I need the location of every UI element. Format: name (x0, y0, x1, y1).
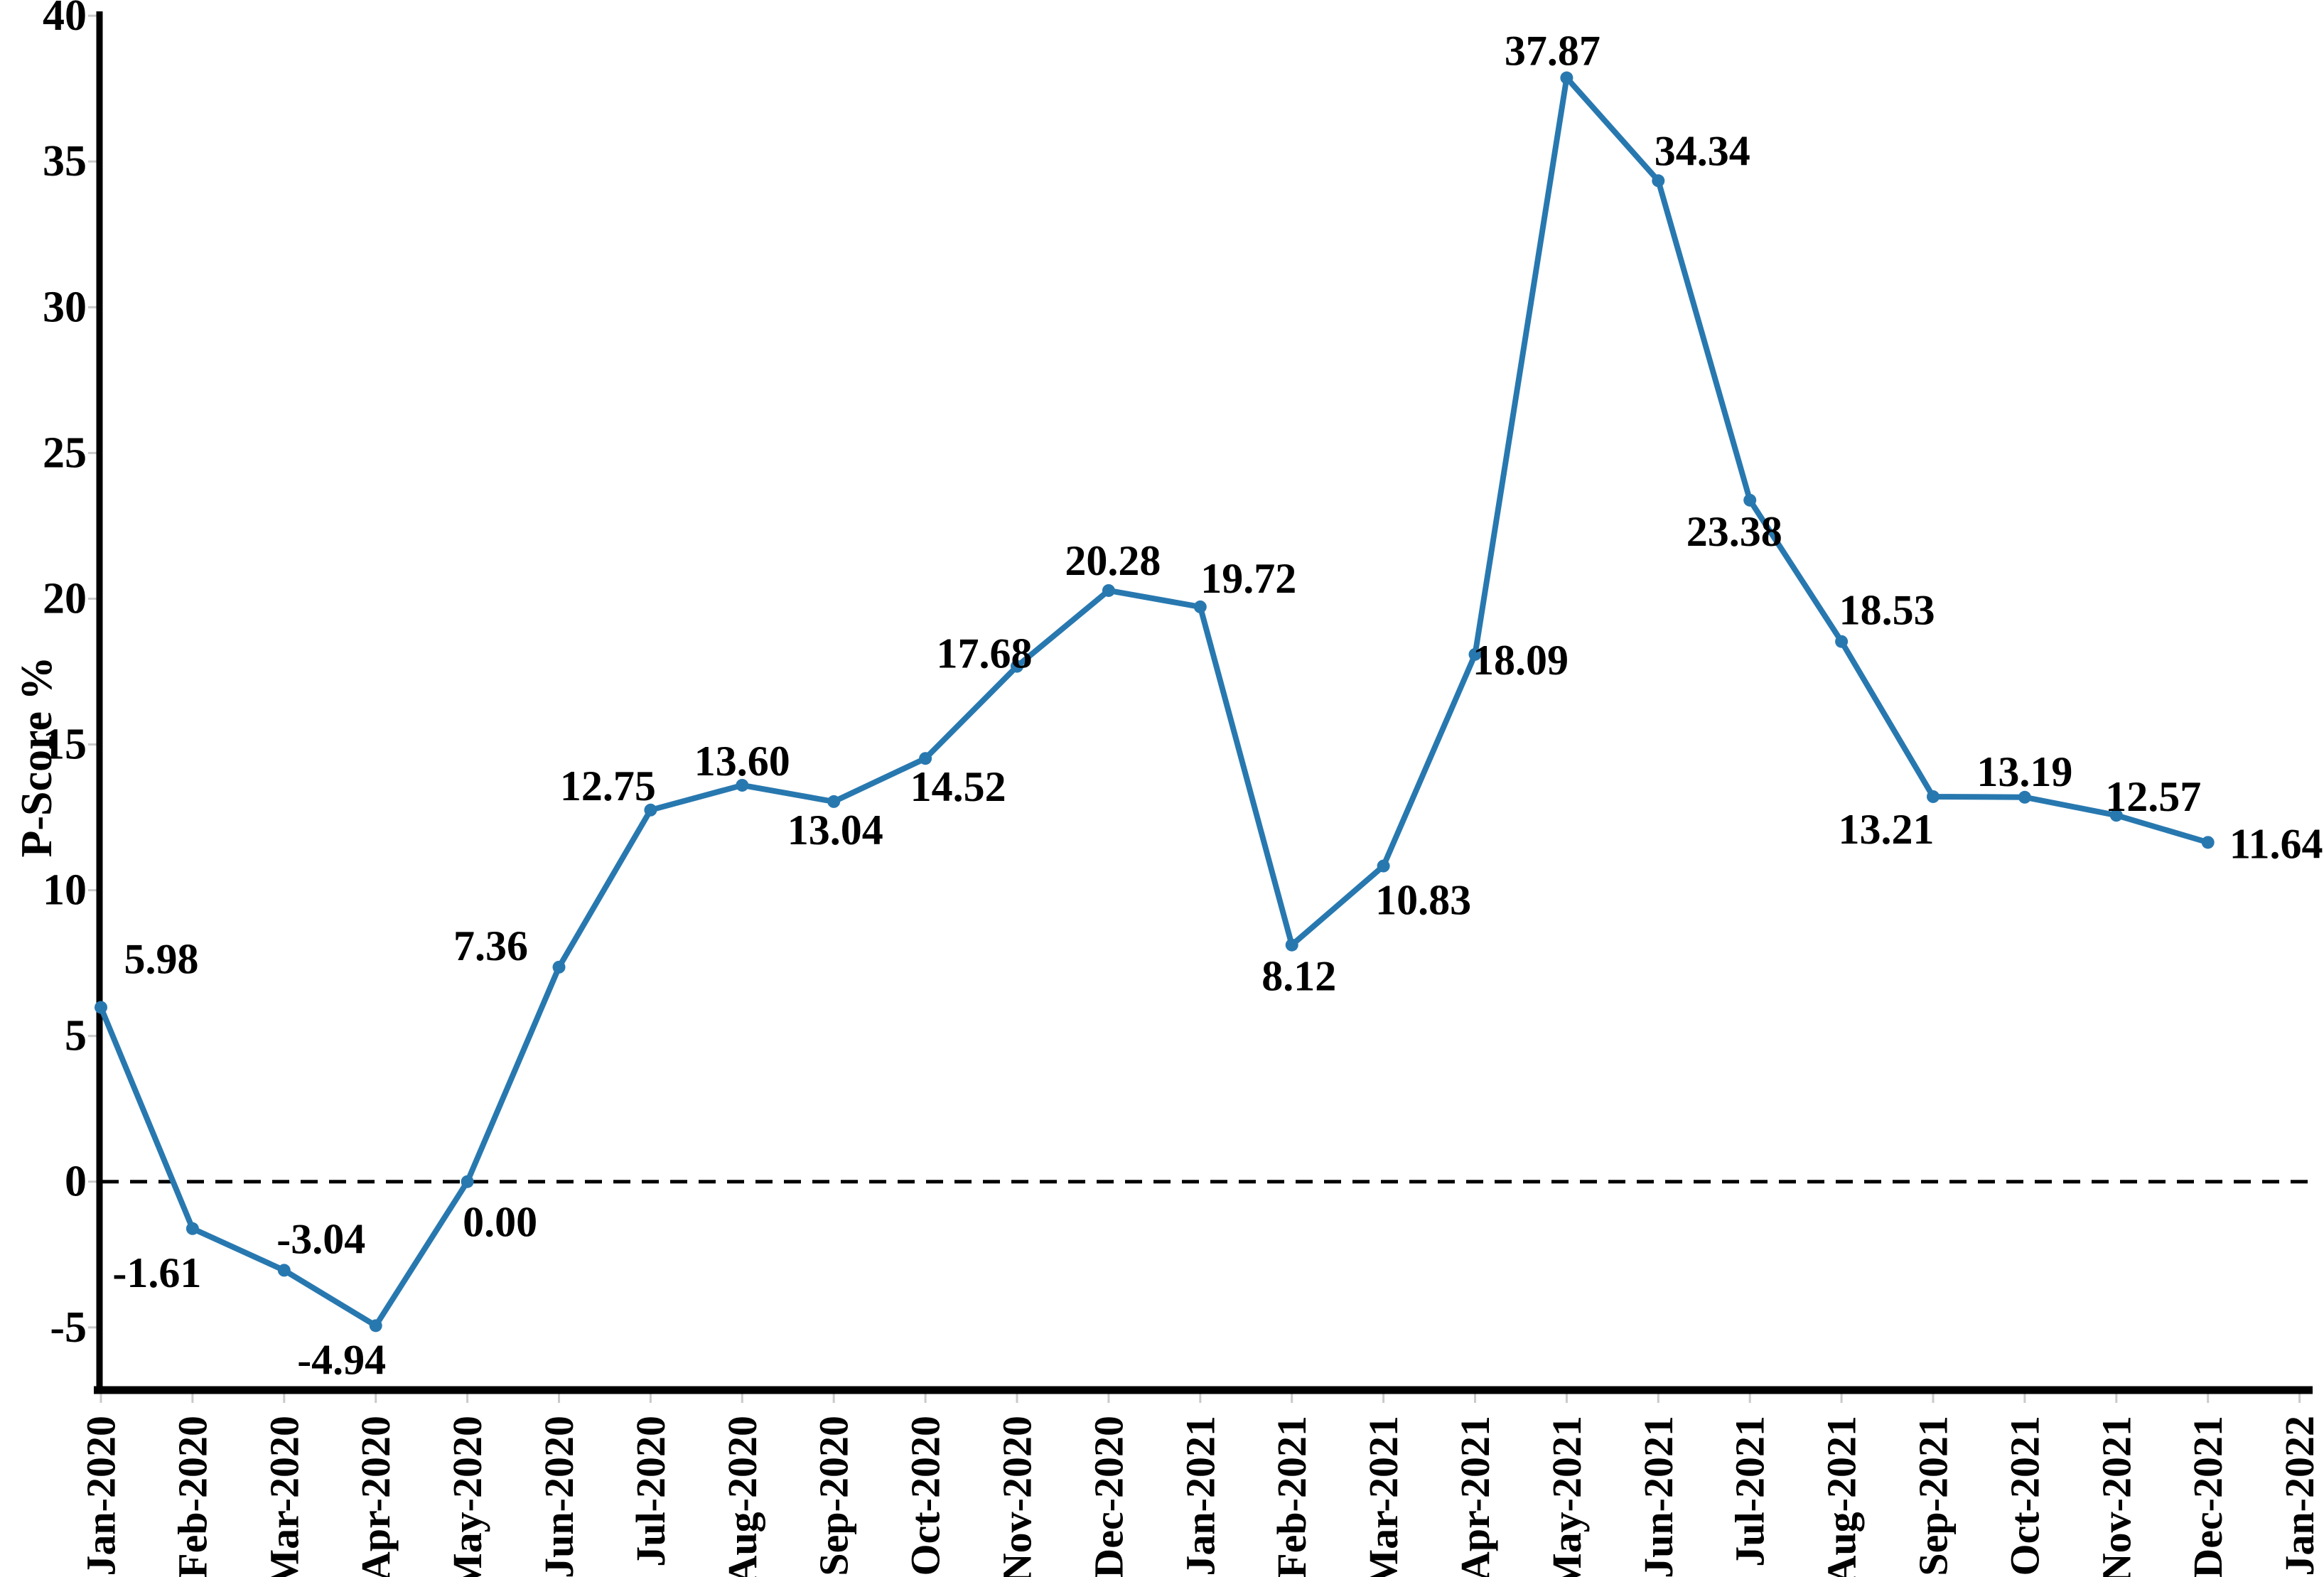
x-tick-label: Jan-2021 (1177, 1416, 1223, 1576)
data-point-label: 23.38 (1686, 508, 1782, 555)
data-point-label: 0.00 (463, 1199, 537, 1246)
y-axis-title: P-Score % (13, 657, 61, 858)
data-point (1011, 660, 1023, 673)
data-point-label: 20.28 (1065, 537, 1161, 584)
data-point (1927, 790, 1940, 803)
x-tick-label: Feb-2021 (1269, 1416, 1315, 1577)
x-tick-label: Jun-2020 (536, 1416, 582, 1577)
data-point (1560, 71, 1573, 85)
data-point-label: 18.53 (1839, 587, 1935, 634)
data-point (1743, 493, 1757, 507)
x-tick-label: Jul-2020 (628, 1416, 674, 1567)
data-point-label: 18.09 (1473, 637, 1569, 684)
data-point (369, 1319, 382, 1333)
data-point-label: 11.64 (2229, 820, 2323, 867)
x-tick-label: Feb-2020 (169, 1416, 215, 1577)
x-tick-label: Sep-2021 (1910, 1416, 1957, 1576)
data-point-label: 5.98 (124, 935, 199, 982)
data-point (1193, 600, 1207, 613)
data-point-label: 10.83 (1375, 877, 1471, 924)
y-tick-label: 5 (65, 1012, 87, 1060)
data-point-label: 34.34 (1655, 127, 1750, 174)
data-point (552, 960, 566, 974)
data-point (1102, 583, 1115, 597)
data-point (2201, 836, 2215, 849)
x-tick-label: Oct-2021 (2001, 1416, 2048, 1576)
data-point (185, 1222, 199, 1235)
data-point (277, 1264, 291, 1277)
data-point-label: 12.57 (2105, 773, 2201, 820)
x-tick-label: Jan-2020 (78, 1416, 124, 1576)
data-point-label: 13.21 (1839, 806, 1935, 853)
x-tick-label: Sep-2020 (811, 1416, 857, 1576)
data-point-label: 7.36 (453, 922, 528, 969)
y-tick-label: 40 (43, 0, 87, 40)
x-tick-label: Jun-2021 (1635, 1416, 1682, 1577)
data-point (1377, 859, 1390, 873)
data-point-label: 37.87 (1505, 28, 1601, 75)
data-point-label: -3.04 (276, 1215, 365, 1262)
data-point-label: 8.12 (1261, 953, 1336, 1000)
data-point (1652, 174, 1665, 188)
x-tick-label: May-2020 (444, 1416, 490, 1577)
y-tick-label: 35 (43, 137, 87, 185)
x-tick-label: Apr-2020 (353, 1416, 399, 1577)
y-tick-label: 30 (43, 283, 87, 331)
x-tick-label: Nov-2021 (2093, 1416, 2139, 1577)
data-point (1835, 635, 1849, 648)
data-point (644, 803, 657, 817)
data-point (1468, 647, 1482, 661)
x-tick-label: Mar-2020 (261, 1416, 307, 1577)
data-point (2109, 809, 2123, 822)
data-point-label: 19.72 (1200, 555, 1296, 602)
data-point (461, 1175, 474, 1188)
data-point-label: 12.75 (560, 763, 656, 809)
x-tick-label: Jul-2021 (1727, 1416, 1773, 1567)
y-tick-label: 25 (43, 429, 87, 477)
data-point-label: 13.04 (787, 807, 883, 854)
x-tick-label: May-2021 (1544, 1416, 1590, 1577)
data-point (736, 778, 749, 792)
data-point-label: 17.68 (937, 630, 1033, 677)
series-line (98, 75, 2211, 1329)
data-point (919, 752, 932, 765)
data-point (827, 795, 841, 808)
data-point (95, 1001, 107, 1014)
y-tick-label: -5 (50, 1303, 87, 1352)
x-tick-label: Dec-2020 (1085, 1416, 1131, 1577)
y-tick-label: 0 (65, 1158, 87, 1206)
x-tick-label: Aug-2020 (719, 1416, 765, 1577)
data-point-label: -1.61 (112, 1249, 201, 1296)
y-tick-label: 20 (43, 574, 87, 623)
data-point-label: 14.52 (910, 763, 1006, 810)
x-tick-label: Dec-2021 (2185, 1416, 2231, 1577)
x-tick-label: Aug-2021 (1819, 1416, 1865, 1577)
data-point-label: 13.19 (1976, 748, 2072, 795)
x-tick-label: Oct-2020 (903, 1416, 949, 1576)
x-tick-label: Jan-2022 (2276, 1416, 2323, 1576)
x-tick-label: Mar-2021 (1360, 1416, 1406, 1577)
y-tick-label: 10 (43, 866, 87, 915)
data-point (1285, 938, 1298, 952)
y-tick-label: 15 (43, 721, 87, 769)
data-point-label: -4.94 (297, 1336, 386, 1383)
x-tick-label: Nov-2020 (994, 1416, 1040, 1577)
data-point-label: 13.60 (694, 738, 790, 785)
data-point (2018, 790, 2031, 804)
x-tick-label: Apr-2021 (1452, 1416, 1498, 1577)
